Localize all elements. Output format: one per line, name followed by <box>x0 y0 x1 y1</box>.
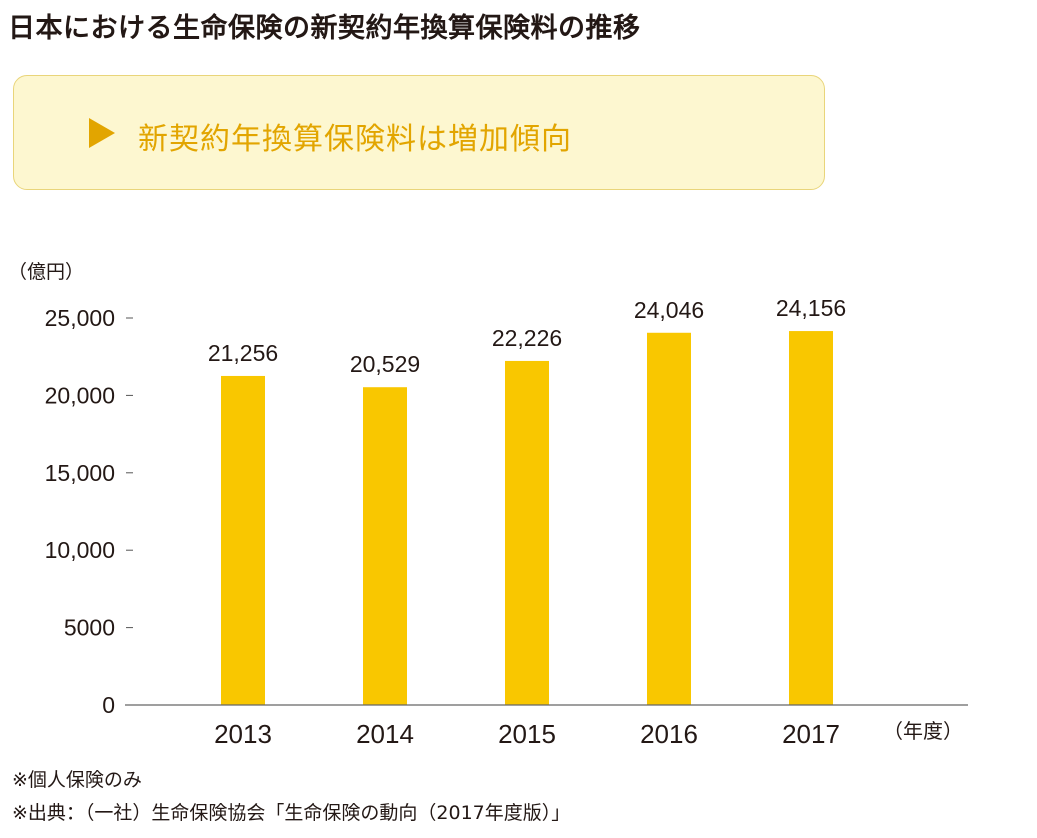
page-title: 日本における生命保険の新契約年換算保険料の推移 <box>8 13 641 44</box>
x-tick-label: 2013 <box>214 719 272 749</box>
bar-chart: （億円） 0 5000 10,000 15,000 20,000 25,000 21,25… <box>8 261 968 749</box>
x-tick-label: 2017 <box>782 719 840 749</box>
y-tick-label: 20,000 <box>45 382 115 408</box>
y-tick-label: 0 <box>102 692 115 718</box>
highlight-text: 新契約年換算保険料は増加傾向 <box>138 122 572 157</box>
y-axis-unit-label: （億円） <box>8 261 84 283</box>
bar <box>647 332 691 705</box>
data-label: 20,529 <box>350 351 420 377</box>
bar <box>221 375 265 705</box>
y-tick-label: 15,000 <box>45 460 115 486</box>
note-source: ※出典：（一社）生命保険協会「生命保険の動向（2017年度版）」 <box>12 802 571 824</box>
x-axis-unit-label: （年度） <box>883 719 963 743</box>
bar <box>789 331 833 705</box>
x-tick-label: 2014 <box>356 719 414 749</box>
note-scope: ※個人保険のみ <box>12 769 142 791</box>
data-label: 21,256 <box>208 340 278 366</box>
y-tick-label: 10,000 <box>45 537 115 563</box>
y-tick-label: 5000 <box>64 615 115 641</box>
triangle-right-icon <box>89 118 115 148</box>
bar <box>363 387 407 705</box>
data-label: 22,226 <box>492 325 562 351</box>
highlight-box: 新契約年換算保険料は増加傾向 <box>13 75 825 190</box>
y-axis: 0 5000 10,000 15,000 20,000 25,000 <box>45 305 133 718</box>
y-tick-label: 25,000 <box>45 305 115 331</box>
notes: ※個人保険のみ ※出典：（一社）生命保険協会「生命保険の動向（2017年度版）」 <box>12 764 570 830</box>
data-label: 24,046 <box>634 297 704 323</box>
x-tick-label: 2015 <box>498 719 556 749</box>
x-tick-label: 2016 <box>640 719 698 749</box>
data-label: 24,156 <box>776 295 846 321</box>
data-labels: 21,256 20,529 22,226 24,046 24,156 <box>208 295 846 377</box>
bar <box>505 360 549 705</box>
bars <box>221 331 833 705</box>
x-axis: 2013 2014 2015 2016 2017 <box>125 704 968 749</box>
